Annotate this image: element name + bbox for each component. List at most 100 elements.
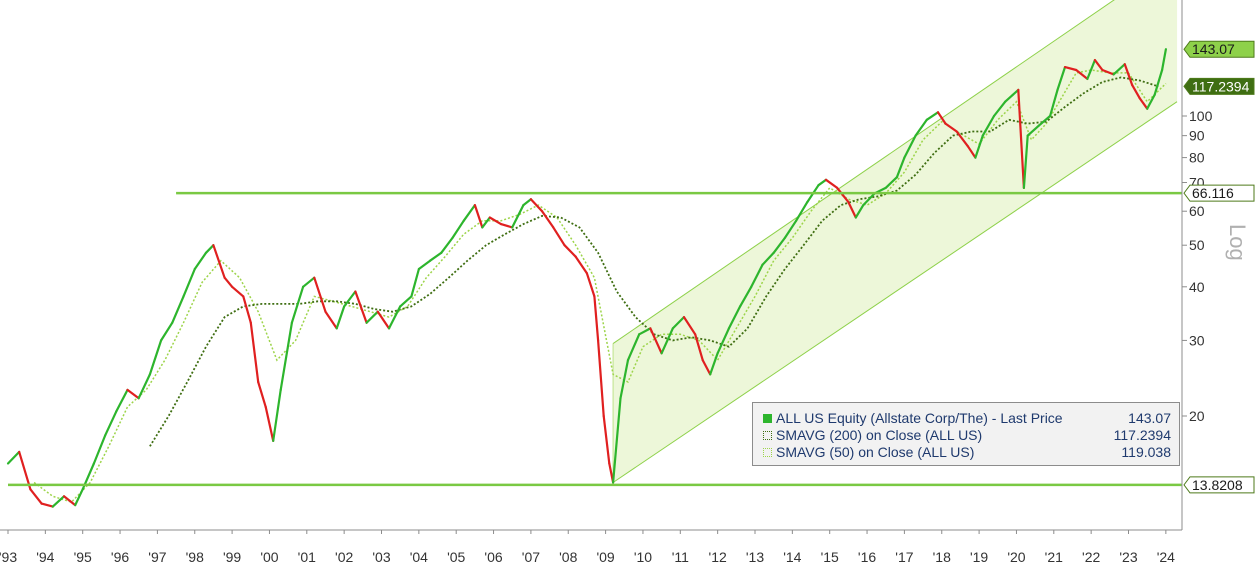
price-segment <box>6 450 21 465</box>
price-segment <box>242 295 252 324</box>
price-segment <box>223 276 234 288</box>
x-tick-label: '20 <box>1007 549 1025 565</box>
price-segment <box>671 316 686 330</box>
price-segment <box>1026 124 1041 137</box>
price-segment <box>92 434 107 465</box>
x-tick-label: '94 <box>36 549 54 565</box>
x-tick-label: '07 <box>522 549 540 565</box>
price-tag-smavg-200-text: 117.2394 <box>1192 78 1250 94</box>
price-segment <box>376 310 391 330</box>
price-segment <box>903 134 917 159</box>
trend-channel-upper-line <box>612 0 1115 344</box>
x-tick-label: '03 <box>372 549 390 565</box>
legend-label-smavg-200: SMAVG (200) on Close (ALL US) <box>776 427 983 443</box>
price-segment <box>895 156 906 179</box>
x-tick-label: '10 <box>634 549 652 565</box>
x-tick-label: '18 <box>933 549 951 565</box>
price-segment <box>862 192 876 207</box>
price-segment <box>854 204 865 219</box>
series-line-smavg-50 <box>33 69 1167 503</box>
x-tick-label: '93 <box>0 549 17 565</box>
price-segment <box>1112 63 1126 76</box>
price-segment <box>29 488 43 505</box>
price-segment <box>204 244 215 254</box>
price-segment <box>160 321 174 342</box>
x-tick-label: '06 <box>484 549 502 565</box>
price-tag-last-text: 143.07 <box>1192 41 1235 57</box>
price-segment <box>574 255 589 275</box>
y-tick-label: 90 <box>1189 128 1205 144</box>
price-segment <box>1160 48 1168 72</box>
price-segment <box>1075 68 1089 81</box>
price-segment <box>619 359 630 400</box>
x-tick-label: '12 <box>709 549 727 565</box>
price-segment <box>626 333 641 362</box>
price-segment <box>716 327 731 355</box>
legend-label-last-price: ALL US Equity (Allstate Corp/The) - Last… <box>776 410 1063 426</box>
price-segment <box>1048 88 1059 118</box>
legend: ALL US Equity (Allstate Corp/The) - Last… <box>752 402 1180 466</box>
x-tick-label: '09 <box>596 549 614 565</box>
price-segment <box>249 321 260 384</box>
x-tick-label: '96 <box>111 549 129 565</box>
y-tick-label: 60 <box>1189 203 1205 219</box>
price-segment <box>290 285 305 324</box>
price-segment <box>974 134 984 159</box>
price-segment <box>660 327 674 355</box>
y-tick-label: 30 <box>1189 332 1205 348</box>
x-tick-label: '23 <box>1119 549 1137 565</box>
price-segment <box>914 118 928 137</box>
price-segment <box>18 450 32 491</box>
price-segment <box>992 100 1007 118</box>
trend-channel-fill <box>613 0 1178 483</box>
legend-value-smavg-200: 117.2394 <box>1113 427 1171 443</box>
price-segment <box>1146 93 1156 110</box>
price-segment <box>955 130 970 148</box>
x-tick-label: '19 <box>970 549 988 565</box>
price-segment <box>440 236 454 254</box>
legend-swatch-last-price <box>763 414 772 423</box>
price-segment <box>324 310 338 330</box>
x-tick-label: '21 <box>1045 549 1063 565</box>
price-segment <box>451 219 465 239</box>
price-segment <box>429 251 443 262</box>
price-segment <box>137 373 151 400</box>
log-scale-label: Log <box>1225 224 1250 261</box>
legend-value-last-price: 143.07 <box>1128 410 1171 426</box>
price-tag-resistance-box <box>1183 184 1255 202</box>
price-segment <box>1138 97 1149 110</box>
price-segment <box>313 276 327 313</box>
price-segment <box>1022 134 1029 189</box>
trend-channel-lower-line <box>612 101 1178 483</box>
price-segment <box>272 388 282 442</box>
legend-label-smavg-50: SMAVG (50) on Close (ALL US) <box>776 444 975 460</box>
price-segment <box>1086 58 1097 81</box>
y-tick-label: 50 <box>1189 237 1205 253</box>
x-tick-label: '98 <box>186 549 204 565</box>
price-segment <box>126 388 140 400</box>
price-segment <box>182 267 196 298</box>
price-segment <box>847 201 857 219</box>
price-segment <box>499 223 514 229</box>
price-segment <box>51 495 66 508</box>
price-segment <box>638 327 652 336</box>
price-segment <box>925 111 940 121</box>
x-tick-label: '02 <box>335 549 353 565</box>
price-segment <box>936 111 947 125</box>
price-segment <box>602 414 611 465</box>
y-tick-label: 20 <box>1189 408 1205 424</box>
price-segment <box>231 285 245 298</box>
price-segment <box>343 290 357 308</box>
price-segment <box>884 176 899 189</box>
legend-value-smavg-50: 119.038 <box>1121 444 1171 460</box>
price-segment <box>74 488 84 507</box>
x-tick-label: '22 <box>1082 549 1100 565</box>
x-tick-label: '08 <box>559 549 577 565</box>
price-segment <box>944 122 958 133</box>
price-segment <box>772 236 787 254</box>
price-segment <box>1017 88 1026 189</box>
price-segment <box>212 244 226 279</box>
price-segment <box>1093 58 1104 72</box>
plot-area <box>6 0 1182 508</box>
